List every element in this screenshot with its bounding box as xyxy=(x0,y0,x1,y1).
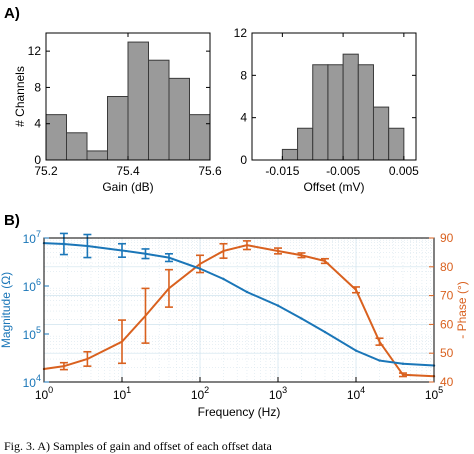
freq-xtick-label: 105 xyxy=(425,385,443,402)
offset-bar xyxy=(357,64,374,161)
gain-xtick-label: 75.4 xyxy=(116,164,140,178)
gain-xtick-label: 75.6 xyxy=(198,164,222,178)
gain-histogram: 0 4 8 12 75.2 75.4 75.6 Gain (dB) # Channels xyxy=(13,32,222,194)
magnitude-point xyxy=(323,330,327,334)
magnitude-point xyxy=(300,317,303,320)
offset-ytick-label: 4 xyxy=(240,111,247,125)
magnitude-point xyxy=(198,267,202,270)
offset-bar xyxy=(297,127,314,161)
magnitude-point xyxy=(378,359,381,362)
magnitude-point xyxy=(276,304,280,307)
offset-bar xyxy=(342,53,359,161)
offset-bar xyxy=(281,148,299,161)
gain-ytick-label: 12 xyxy=(28,44,42,58)
offset-xlabel: Offset (mV) xyxy=(303,180,364,194)
magnitude-point xyxy=(245,290,249,294)
phase-ytick-label: 90 xyxy=(440,231,454,245)
phase-ytick-label: 60 xyxy=(440,317,454,331)
magnitude-ylabel: Magnitude (Ω) xyxy=(0,272,13,348)
gain-bar xyxy=(148,59,170,161)
bode-plot: 100 101 102 103 104 105 Frequency (Hz) 104 105 10… xyxy=(0,229,469,419)
gain-ytick-label: 8 xyxy=(34,80,41,94)
magnitude-point xyxy=(222,277,225,281)
gain-xtick-label: 75.2 xyxy=(34,164,58,178)
gain-bar xyxy=(86,150,108,161)
magnitude-ytick-label: 107 xyxy=(23,229,41,246)
freq-xtick-label: 102 xyxy=(191,385,209,402)
freq-xtick-label: 101 xyxy=(113,385,131,402)
gain-xlabel: Gain (dB) xyxy=(102,180,153,194)
figure-caption: Fig. 3. A) Samples of gain and offset of… xyxy=(4,439,273,453)
phase-ytick-label: 40 xyxy=(440,375,454,389)
offset-frame xyxy=(251,32,417,161)
gain-ytick-label: 4 xyxy=(34,117,41,131)
offset-histogram: 0 4 8 12 -0.015 -0.005 0.005 Offset (mV) xyxy=(234,26,420,194)
bode-frame xyxy=(43,237,435,383)
offset-ytick-label: 0 xyxy=(240,153,247,167)
offset-xtick-label: -0.015 xyxy=(265,164,299,178)
phase-ytick-label: 70 xyxy=(440,289,454,303)
offset-xtick-label: -0.005 xyxy=(326,164,360,178)
offset-bar xyxy=(388,127,405,161)
offset-xtick-label: 0.005 xyxy=(389,164,419,178)
gain-ylabel: # Channels xyxy=(13,66,27,127)
magnitude-ytick-label: 105 xyxy=(23,325,41,342)
gain-bar xyxy=(107,96,129,161)
gain-bar xyxy=(189,114,211,161)
panel-a-label: A) xyxy=(4,5,20,22)
offset-bar xyxy=(327,64,344,161)
magnitude-point xyxy=(354,349,358,352)
phase-line xyxy=(43,244,435,378)
gain-bar xyxy=(168,77,190,161)
offset-bar xyxy=(372,106,390,161)
offset-ytick-label: 8 xyxy=(240,68,247,82)
gain-bar xyxy=(66,132,88,161)
magnitude-ytick-label: 104 xyxy=(23,373,41,390)
freq-xlabel: Frequency (Hz) xyxy=(198,405,281,419)
gain-bar xyxy=(45,114,67,161)
panel-b-label: B) xyxy=(4,212,20,229)
gain-bar xyxy=(127,41,149,161)
magnitude-point xyxy=(401,362,405,365)
freq-xtick-label: 104 xyxy=(347,385,365,402)
phase-ytick-label: 50 xyxy=(440,346,454,360)
gain-ytick-label: 0 xyxy=(34,153,41,167)
offset-ytick-label: 12 xyxy=(234,26,248,40)
magnitude-ytick-label: 106 xyxy=(23,277,41,294)
offset-bar xyxy=(312,64,329,161)
freq-xtick-label: 100 xyxy=(35,385,53,402)
phase-ytick-label: 80 xyxy=(440,260,454,274)
magnitude-line xyxy=(43,242,435,367)
phase-ylabel: - Phase (°) xyxy=(455,281,469,338)
freq-xtick-label: 103 xyxy=(269,385,287,402)
